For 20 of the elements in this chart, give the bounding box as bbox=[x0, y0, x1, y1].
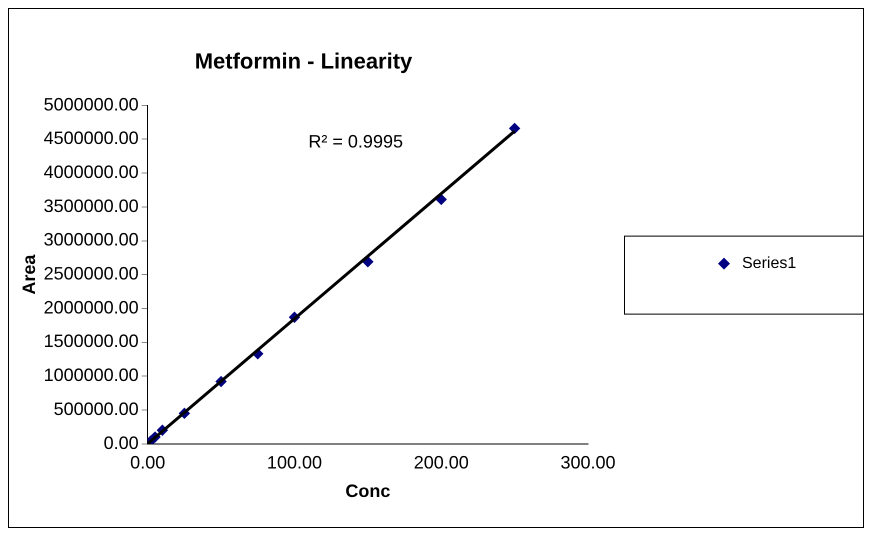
chart-title: Metformin - Linearity bbox=[194, 48, 414, 74]
annotation: R² = 0.9995 bbox=[308, 131, 403, 152]
x-axis-title: Conc bbox=[345, 481, 390, 502]
x-tick-label: 100.00 bbox=[266, 452, 322, 473]
y-tick-label: 2500000.00 bbox=[44, 264, 139, 284]
y-tick-label: 2000000.00 bbox=[44, 297, 139, 318]
y-tick-label: 3500000.00 bbox=[44, 196, 139, 216]
x-tick-label: 200.00 bbox=[414, 452, 469, 473]
y-tick-label: 4500000.00 bbox=[44, 128, 139, 148]
y-tick-label: 0.00 bbox=[104, 432, 139, 453]
y-tick-label: 1500000.00 bbox=[44, 331, 139, 352]
x-tick-label: 300.00 bbox=[560, 452, 616, 473]
y-axis-title: Area bbox=[18, 254, 39, 295]
y-tick-label: 1000000.00 bbox=[44, 365, 139, 386]
y-tick-label: 5000000.00 bbox=[44, 94, 139, 114]
y-tick-label: 4000000.00 bbox=[44, 162, 139, 182]
x-tick-label: 0.00 bbox=[130, 452, 166, 473]
y-tick-label: 3000000.00 bbox=[44, 230, 139, 250]
y-tick-label: 500000.00 bbox=[54, 398, 139, 419]
legend-label: Series1 bbox=[742, 255, 796, 272]
